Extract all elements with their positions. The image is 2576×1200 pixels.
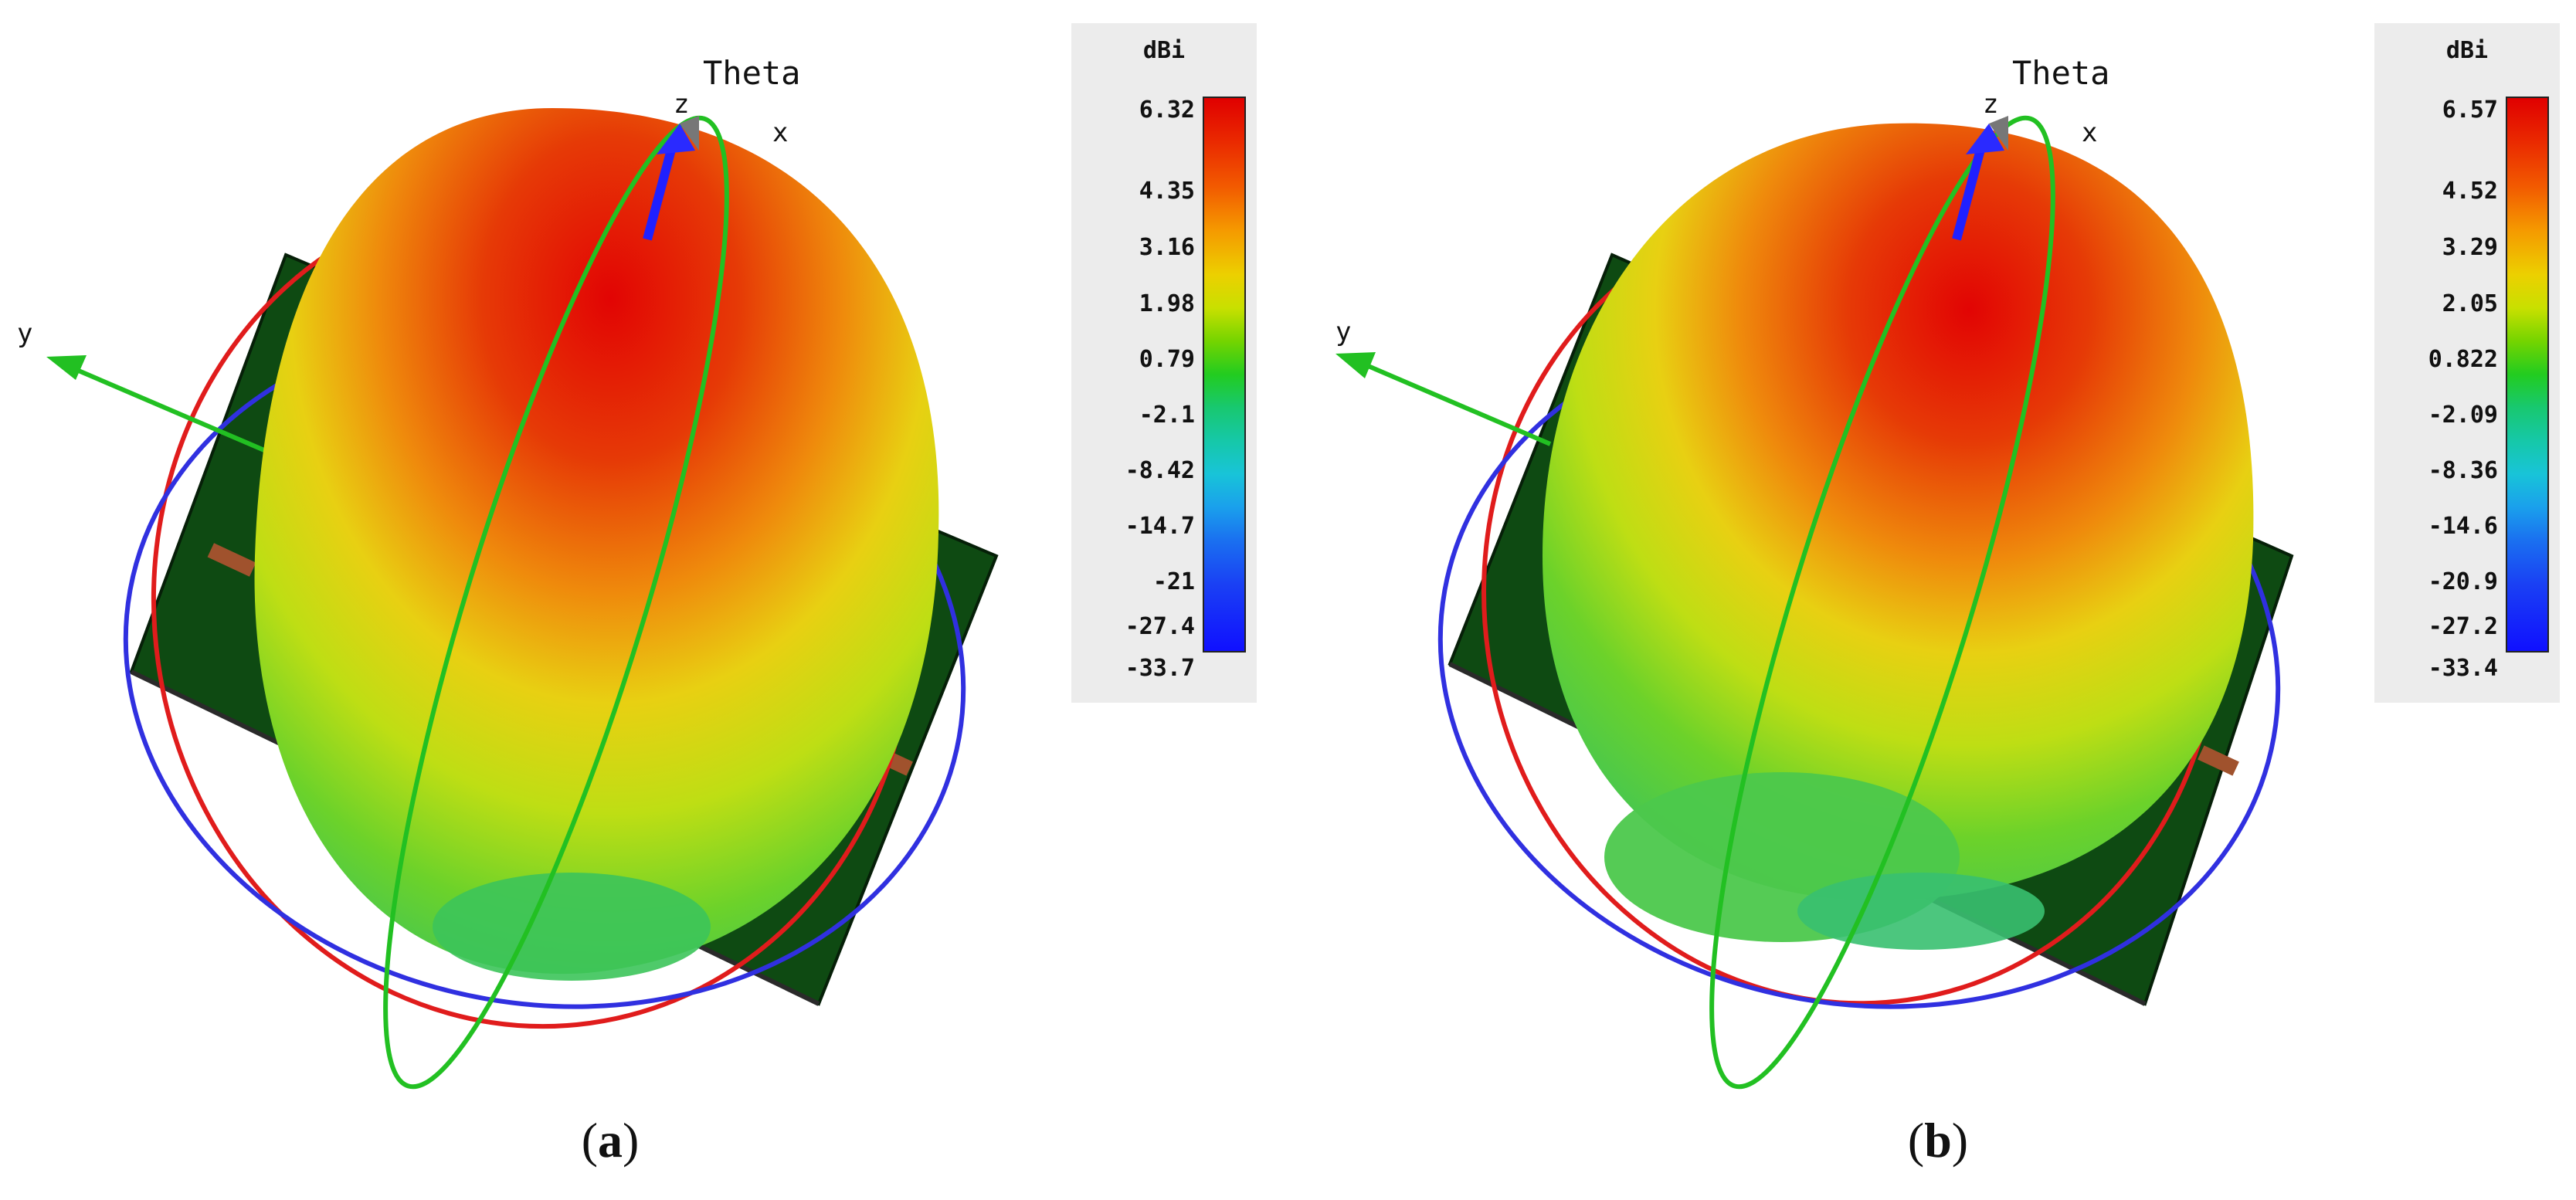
colorbar-tick: -27.4	[1125, 613, 1195, 640]
y-axis-line	[68, 364, 287, 462]
colorbar-tick: -14.6	[2428, 513, 2498, 540]
colorbar-tick: -2.1	[1139, 402, 1195, 429]
colorbar-tick: 1.98	[1139, 290, 1195, 317]
y-axis-arrow	[1336, 352, 1376, 378]
theta-cut-ring	[1709, 115, 2055, 1090]
colorbar-tick: 3.29	[2442, 234, 2498, 261]
z-axis-label: z	[674, 89, 690, 120]
colorbar: dBi 6.32 4.35 3.16 1.98 0.79 -2.1 -8.42 …	[1071, 23, 1257, 703]
colorbar-tick: -33.7	[1125, 655, 1195, 682]
radiation-pattern-panel-a: Theta z x y dBi 6.32 4.35 3.16 1.98 0.79…	[17, 23, 1257, 1169]
colorbar-tick: 6.57	[2442, 97, 2498, 124]
x-axis-label: x	[2082, 117, 2098, 148]
panel-caption-a: (a)	[533, 1112, 687, 1169]
colorbar-tick: 0.79	[1139, 346, 1195, 373]
theta-cut-ring	[383, 115, 729, 1090]
caption-letter: b	[1924, 1113, 1952, 1168]
x-axis-arrow	[680, 116, 699, 151]
y-axis-line	[1359, 361, 1552, 446]
colorbar-tick: -21	[1152, 568, 1195, 595]
colorbar-tick: -33.4	[2428, 655, 2498, 682]
colorbar-tick: 4.35	[1139, 178, 1195, 205]
colorbar-tick: 2.05	[2442, 290, 2498, 317]
radiation-pattern-panel-b: Theta z x y dBi 6.57 4.52 3.29 2.05 0.82…	[1288, 0, 2575, 1200]
back-lobe	[433, 873, 711, 981]
x-axis-arrow	[1989, 116, 2008, 151]
theta-label: Theta	[703, 54, 801, 92]
radiation-lobe	[1543, 123, 2254, 900]
theta-label: Theta	[2012, 54, 2110, 92]
y-axis-label: y	[1336, 317, 1352, 347]
y-axis-arrow	[46, 355, 87, 380]
colorbar-tick: -2.09	[2428, 402, 2498, 429]
colorbar-tick: 0.822	[2428, 346, 2498, 373]
x-axis-label: x	[772, 117, 789, 148]
3d-pattern-scene-b	[1336, 115, 2294, 1090]
colorbar-tick: -14.7	[1125, 513, 1195, 540]
caption-paren-open: (	[1907, 1113, 1925, 1168]
colorbar-tick: -27.2	[2428, 613, 2498, 640]
colorbar-tick: -8.36	[2428, 457, 2498, 484]
colorbar: dBi 6.57 4.52 3.29 2.05 0.822 -2.09 -8.3…	[2374, 23, 2560, 703]
panel-caption-b: (b)	[1861, 1112, 2015, 1169]
colorbar-gradient	[2506, 97, 2549, 653]
z-axis-arrow	[1966, 124, 2004, 154]
caption-paren-close: )	[1951, 1113, 1969, 1168]
caption-letter: a	[598, 1113, 623, 1168]
y-axis-label: y	[17, 318, 33, 349]
colorbar-gradient	[1203, 97, 1246, 653]
back-lobe	[1797, 873, 2045, 950]
colorbar-tick: 6.32	[1139, 97, 1195, 124]
colorbar-tick: -20.9	[2428, 568, 2498, 595]
z-axis-arrow	[657, 124, 695, 154]
colorbar-unit: dBi	[1142, 37, 1186, 64]
colorbar-tick: 3.16	[1139, 234, 1195, 261]
colorbar-tick: -8.42	[1125, 457, 1195, 484]
3d-pattern-scene-a	[46, 108, 999, 1090]
colorbar-tick: 4.52	[2442, 178, 2498, 205]
feed-line	[207, 543, 256, 577]
caption-paren-open: (	[581, 1113, 598, 1168]
feed-line	[2198, 745, 2239, 776]
colorbar-unit: dBi	[2445, 37, 2489, 64]
z-axis-line	[1952, 145, 1986, 241]
z-axis-line	[643, 145, 677, 241]
caption-paren-close: )	[623, 1113, 640, 1168]
radiation-lobe	[254, 108, 939, 975]
z-axis-label: z	[1983, 89, 1999, 120]
